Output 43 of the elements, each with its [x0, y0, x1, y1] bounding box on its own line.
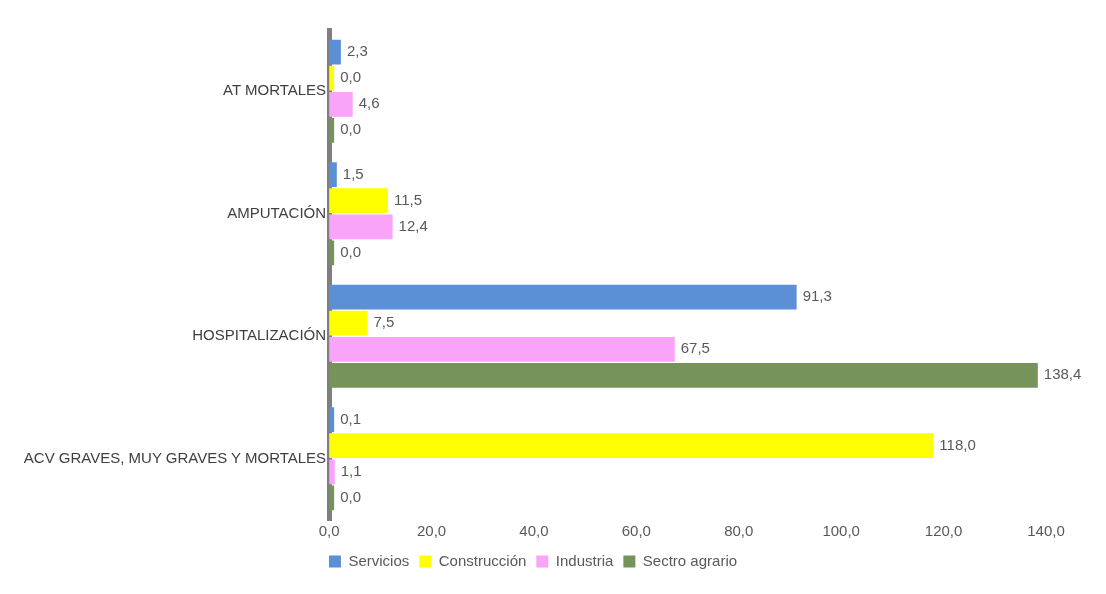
legend-label: Sectro agrario [642, 551, 738, 569]
data-label: 0,0 [340, 242, 361, 260]
data-label: 12,4 [398, 216, 428, 234]
bar [329, 162, 337, 188]
y-tick-label: HOSPITALIZACIÓN [192, 326, 327, 344]
data-label: 7,5 [373, 313, 395, 331]
y-tick-label: AMPUTACIÓN [227, 203, 327, 221]
data-label: 1,1 [340, 461, 362, 479]
bar [329, 91, 353, 117]
bar [329, 284, 797, 310]
bar [329, 214, 393, 240]
bar [329, 362, 1038, 388]
x-tick-label: 0,0 [318, 522, 340, 540]
data-label: 0,0 [340, 487, 361, 505]
bar [329, 39, 341, 65]
x-tick-label: 140,0 [1027, 522, 1065, 540]
data-label: 138,4 [1043, 365, 1082, 383]
data-label: 1,5 [342, 164, 364, 182]
legend-label: Servicios [348, 551, 410, 569]
bar [329, 433, 934, 459]
data-label: 118,0 [939, 435, 976, 453]
x-tick-label: 120,0 [924, 522, 963, 540]
bar [329, 336, 675, 362]
data-label: 2,3 [346, 42, 368, 60]
x-tick-label: 60,0 [621, 522, 651, 540]
x-tick-label: 20,0 [416, 522, 447, 540]
data-label: 11,5 [394, 190, 423, 208]
bar [329, 188, 389, 214]
x-tick-label: 40,0 [519, 522, 549, 540]
data-label: 0,1 [340, 409, 361, 427]
legend-label: Construcción [438, 551, 527, 569]
x-tick-label: 100,0 [822, 522, 860, 540]
y-tick-label: AT MORTALES [223, 81, 327, 99]
data-label: 0,0 [340, 68, 361, 86]
data-label: 4,6 [358, 94, 380, 112]
x-tick-label: 80,0 [724, 522, 754, 540]
data-label: 67,5 [680, 339, 710, 357]
bar [329, 310, 368, 336]
data-label: 0,0 [340, 120, 361, 138]
legend-label: Industria [555, 551, 615, 569]
bar [329, 459, 335, 485]
y-tick-label: ACV GRAVES, MUY GRAVES Y MORTALES [23, 448, 327, 466]
data-label: 91,3 [802, 287, 832, 305]
